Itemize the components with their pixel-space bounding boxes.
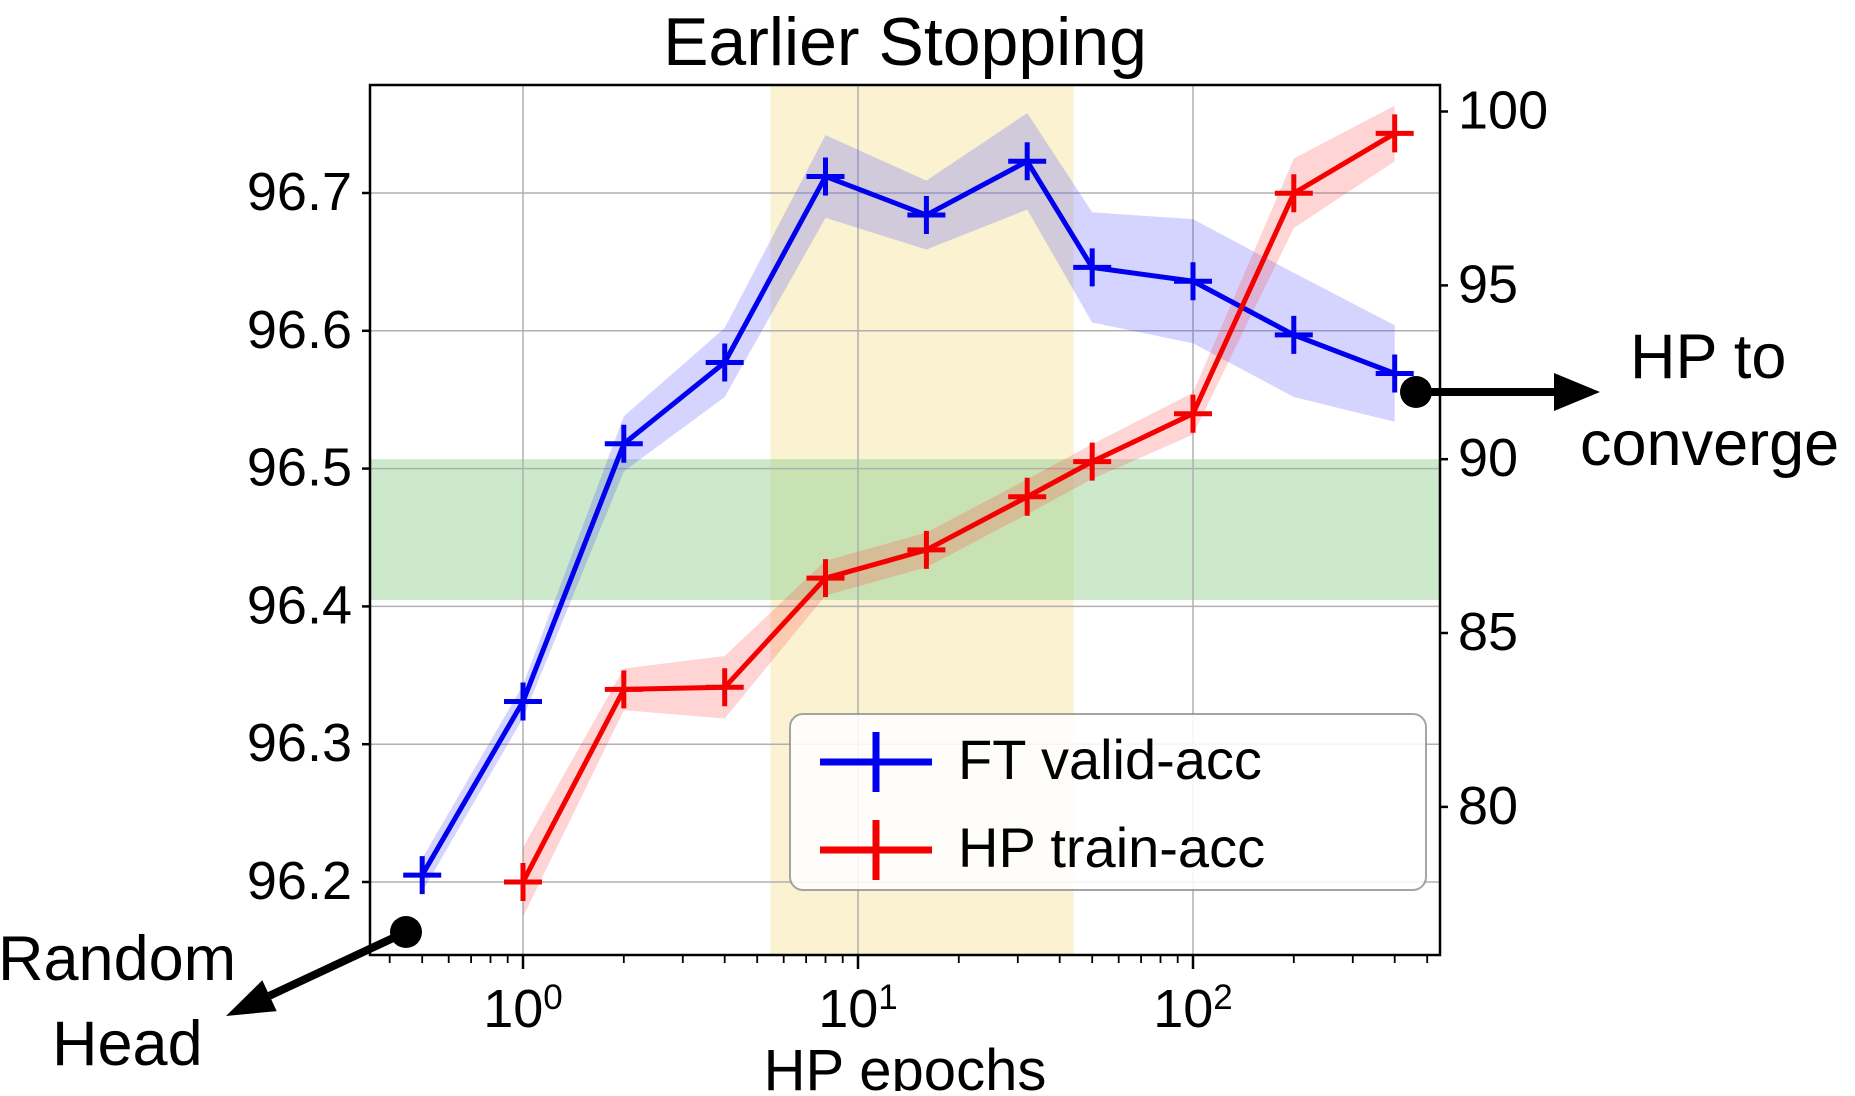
svg-text:96.7: 96.7 — [247, 162, 352, 222]
svg-text:96.6: 96.6 — [247, 300, 352, 360]
svg-text:HP train-acc: HP train-acc — [958, 816, 1265, 879]
svg-text:100: 100 — [1458, 81, 1548, 141]
svg-text:96.5: 96.5 — [247, 438, 352, 498]
svg-text:HP epochs: HP epochs — [764, 1038, 1047, 1091]
svg-text:Head: Head — [52, 1009, 203, 1079]
svg-text:Earlier Stopping: Earlier Stopping — [663, 4, 1147, 80]
svg-text:Random: Random — [0, 924, 236, 994]
svg-text:80: 80 — [1458, 776, 1518, 836]
svg-text:96.4: 96.4 — [247, 575, 352, 635]
svg-text:HP to: HP to — [1630, 322, 1786, 392]
svg-text:95: 95 — [1458, 254, 1518, 314]
svg-text:converge: converge — [1580, 409, 1839, 479]
svg-text:FT valid-acc: FT valid-acc — [958, 728, 1262, 791]
svg-text:96.3: 96.3 — [247, 713, 352, 773]
svg-text:85: 85 — [1458, 602, 1518, 662]
svg-text:90: 90 — [1458, 428, 1518, 488]
svg-text:96.2: 96.2 — [247, 851, 352, 911]
